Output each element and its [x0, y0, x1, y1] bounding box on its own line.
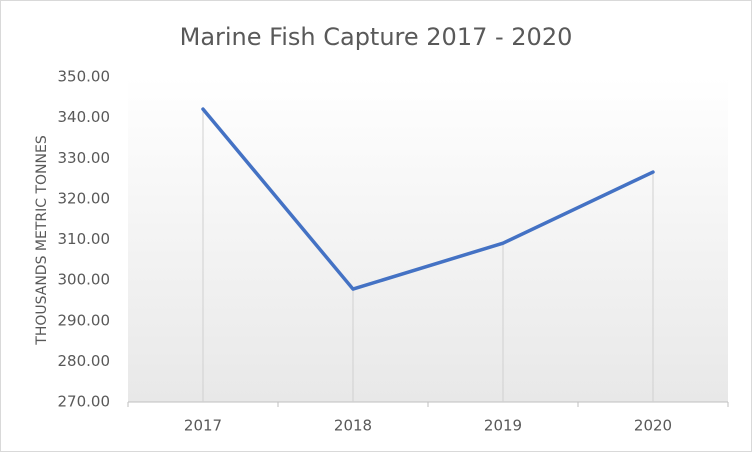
plot-area [128, 77, 728, 402]
y-tick-label: 290.00 [58, 311, 111, 329]
y-tick-label: 350.00 [58, 68, 111, 86]
y-tick-label: 280.00 [58, 352, 111, 370]
y-tick-label: 340.00 [58, 108, 111, 126]
y-tick-label: 270.00 [58, 393, 111, 411]
x-tick-label: 2017 [184, 417, 222, 435]
x-tick-label: 2020 [634, 417, 672, 435]
y-tick-label: 330.00 [58, 149, 111, 167]
chart-title: Marine Fish Capture 2017 - 2020 [180, 23, 573, 51]
x-tick-label: 2019 [484, 417, 522, 435]
y-tick-label: 310.00 [58, 230, 111, 248]
x-tick-label: 2018 [334, 417, 372, 435]
y-tick-label: 300.00 [58, 271, 111, 289]
data-line [201, 107, 655, 291]
y-tick-label: 320.00 [58, 189, 111, 207]
y-axis-label: THOUSANDS METRIC TONNES [34, 135, 50, 346]
